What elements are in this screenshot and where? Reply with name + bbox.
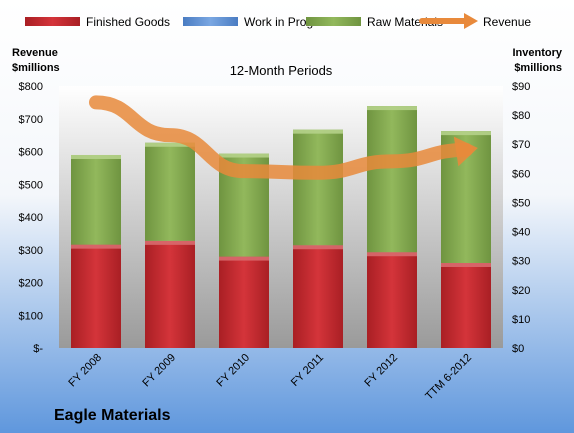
y-right-ticks: $0 $10 $20 $30 $40 $50 $60 $70 $80 $90 [512,81,530,355]
y-left-tick-label: $500 [19,179,43,191]
bar-top-finished-goods-5 [441,262,491,267]
y-left-tick-label: $700 [19,114,43,126]
y-right-tick-label: $20 [512,285,530,297]
y-right-tick-label: $80 [512,110,530,122]
chart-title: Eagle Materials [54,407,171,424]
revenue-line-arrowhead [453,136,478,167]
y-left-tick-label: $100 [19,310,43,322]
y-right-tick-label: $0 [512,343,524,355]
bar-top-finished-goods-1 [145,240,195,245]
y-right-tick-label: $60 [512,168,530,180]
bar-finished-goods-0 [71,244,121,348]
y-right-tick-label: $30 [512,256,530,268]
bar-top-raw-materials-3 [293,129,343,134]
legend-label-finished-goods: Finished Goods [86,15,170,29]
bar-top-raw-materials-4 [367,106,417,111]
bar-top-finished-goods-4 [367,252,417,257]
bar-top-raw-materials-0 [71,154,121,159]
y-right-tick-label: $10 [512,314,530,326]
bar-raw-materials-3 [293,129,343,246]
y-right-tick-label: $90 [512,81,530,93]
bar-raw-materials-0 [71,154,121,245]
y-right-tick-label: $50 [512,197,530,209]
bar-finished-goods-4 [367,252,417,348]
bar-raw-materials-1 [145,142,195,241]
chart-subtitle: 12-Month Periods [230,63,333,78]
y-left-tick-label: $800 [19,81,43,93]
y-right-tick-label: $70 [512,139,530,151]
y-right-title-line1: Inventory [512,47,562,59]
revenue-line [89,95,473,180]
y-left-tick-label: $300 [19,245,43,257]
y-right-title-line2: $millions [514,62,562,74]
bar-finished-goods-2 [219,256,269,348]
revenue-line-layer [89,95,478,180]
bar-top-finished-goods-3 [293,245,343,250]
y-left-tick-label: $600 [19,147,43,159]
legend-swatch-finished-goods [25,17,80,26]
y-left-title-line2: $millions [12,62,60,74]
y-left-tick-label: $200 [19,278,43,290]
plot-area [59,86,503,348]
y-right-tick-label: $40 [512,227,530,239]
bar-top-raw-materials-2 [219,153,269,158]
bar-finished-goods-1 [145,240,195,348]
y-left-ticks: $- $100 $200 $300 $400 $500 $600 $700 $800 [19,81,44,355]
bar-finished-goods-3 [293,245,343,348]
legend-swatch-revenue [419,13,478,29]
bar-top-finished-goods-2 [219,256,269,261]
bar-top-raw-materials-5 [441,131,491,136]
y-left-title-line1: Revenue [12,47,58,59]
bar-top-finished-goods-0 [71,244,121,249]
legend-label-revenue: Revenue [483,15,531,29]
y-left-tick-label: $- [33,343,43,355]
bar-top-raw-materials-1 [145,142,195,147]
bar-finished-goods-5 [441,262,491,348]
legend-swatch-raw-materials [306,17,361,26]
legend-swatch-work-in-progress [183,17,238,26]
legend: Finished Goods Work in Progress Raw Mate… [25,13,531,29]
y-left-tick-label: $400 [19,212,43,224]
bar-raw-materials-4 [367,106,417,253]
